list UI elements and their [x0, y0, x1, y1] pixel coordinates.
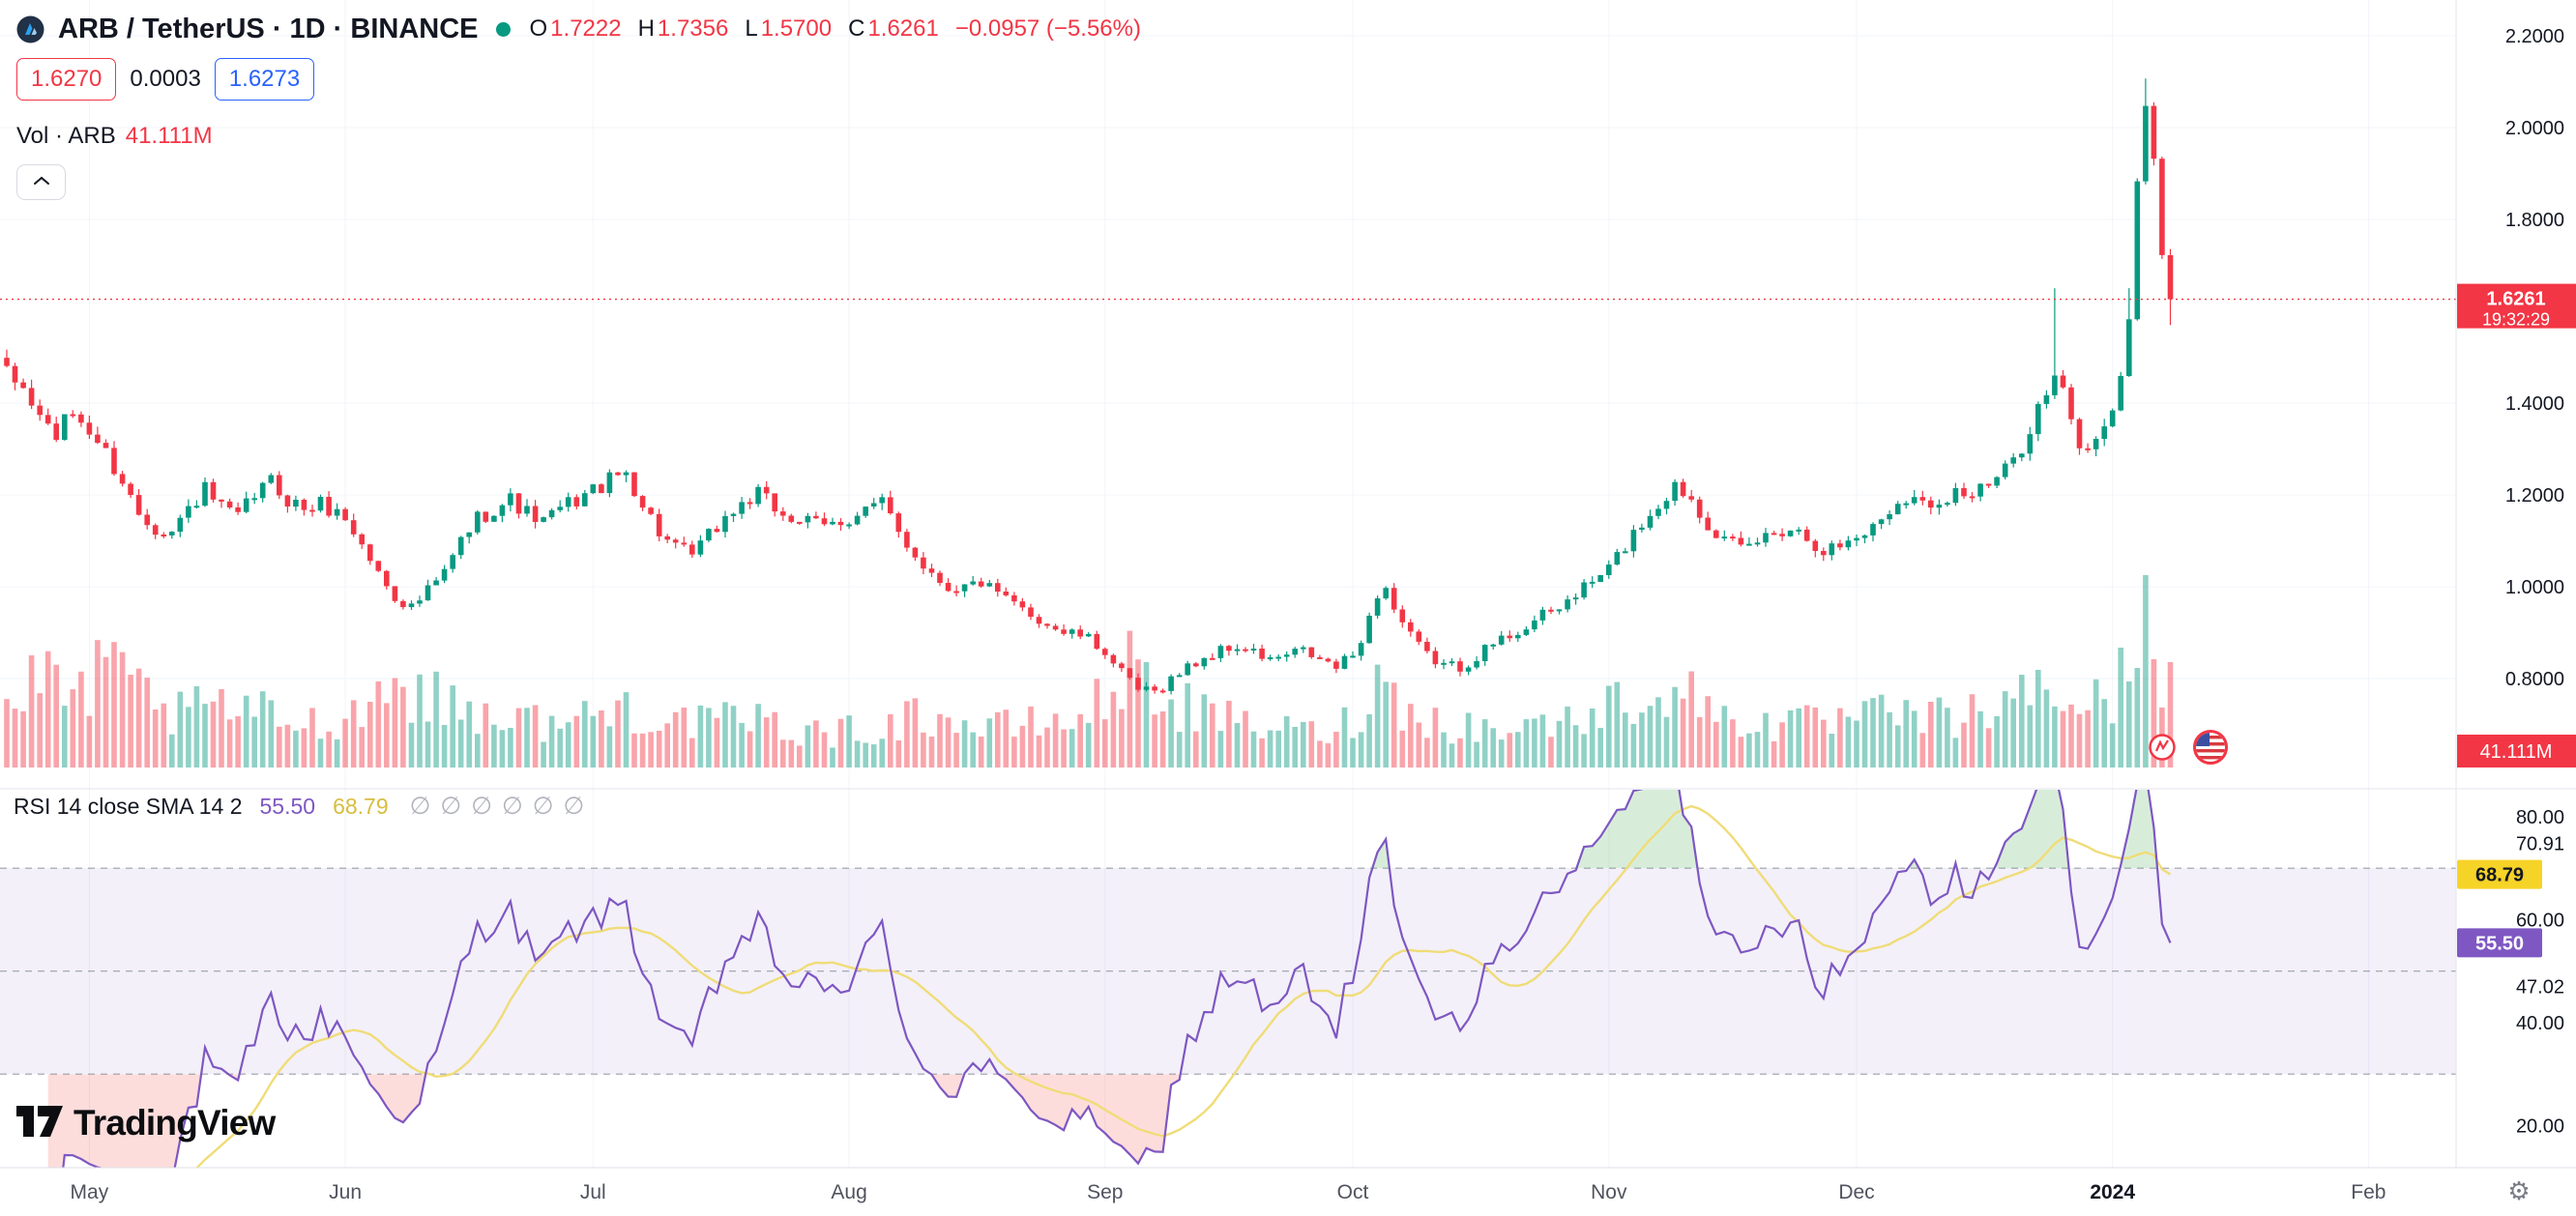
empty-value-icons: ∅ ∅ ∅ ∅ ∅ ∅	[410, 792, 585, 821]
volume-label: Vol · ARB	[16, 123, 116, 149]
svg-text:Jun: Jun	[329, 1181, 362, 1203]
svg-text:41.111M: 41.111M	[2480, 741, 2553, 763]
svg-text:Feb: Feb	[2351, 1181, 2386, 1203]
event-icons[interactable]	[2147, 723, 2253, 776]
bid-ask-row: 1.6270 0.0003 1.6273	[16, 58, 315, 101]
buy-price-button[interactable]: 1.6273	[214, 58, 315, 101]
us-flag-icon[interactable]	[2193, 730, 2228, 765]
rsi-indicator-title[interactable]: RSI 14 close SMA 14 2	[14, 793, 243, 819]
ohlc-open-label: O	[529, 15, 548, 42]
price-axis[interactable]: 2.2000 2.0000 1.8000 1.4000 1.2000 1.0000 0.80…	[2457, 26, 2576, 1138]
svg-text:Dec: Dec	[1838, 1181, 1874, 1203]
axis-settings-gear-icon[interactable]: ⚙	[2507, 1175, 2531, 1205]
empty-value-icon: ∅	[532, 793, 554, 820]
empty-value-icon: ∅	[563, 793, 585, 820]
ohlc-values: O 1.7222 H 1.7356 L 1.5700 C 1.6261 −0.0957 …	[530, 15, 1141, 43]
rsi-legend: RSI 14 close SMA 14 2 55.50 68.79 ∅ ∅ ∅ ∅ ∅ ∅	[14, 792, 584, 821]
svg-text:20.00: 20.00	[2516, 1116, 2564, 1138]
time-axis[interactable]: May Jun Jul Aug Sep Oct Nov Dec 2024 Feb	[71, 1181, 2386, 1203]
change-value: −0.0957 (−5.56%)	[954, 15, 1141, 42]
rsi-sma-current-value: 68.79	[333, 793, 389, 819]
ohlc-high-label: H	[637, 15, 655, 42]
ohlc-close-label: C	[848, 15, 865, 42]
market-status-icon	[495, 21, 511, 37]
volume-value: 41.111M	[125, 123, 213, 149]
svg-text:Sep: Sep	[1087, 1181, 1123, 1203]
svg-text:1.0000: 1.0000	[2505, 577, 2564, 598]
empty-value-icon: ∅	[501, 793, 523, 820]
svg-text:47.02: 47.02	[2516, 977, 2564, 999]
tradingview-mark-icon	[16, 1098, 63, 1147]
chevron-up-icon	[32, 175, 51, 189]
svg-text:1.6261: 1.6261	[2486, 289, 2545, 310]
empty-value-icon: ∅	[409, 793, 431, 820]
rsi-value-badge: 55.50	[2457, 928, 2542, 958]
rsi-sma-badge: 68.79	[2457, 859, 2542, 889]
svg-text:60.00: 60.00	[2516, 910, 2564, 931]
rsi-bands	[0, 867, 2456, 1075]
rsi-current-value: 55.50	[259, 793, 316, 819]
svg-text:80.00: 80.00	[2516, 807, 2564, 828]
ohlc-open-value: 1.7222	[550, 15, 622, 42]
svg-text:40.00: 40.00	[2516, 1013, 2564, 1034]
svg-text:May: May	[71, 1181, 109, 1203]
symbol-title[interactable]: ARB / TetherUS · 1D · BINANCE	[58, 13, 479, 44]
svg-text:19:32:29: 19:32:29	[2482, 310, 2550, 330]
tradingview-logo-text: TradingView	[73, 1102, 276, 1143]
ohlc-close-value: 1.6261	[867, 15, 939, 42]
empty-value-icon: ∅	[471, 793, 492, 820]
volume-series	[4, 575, 2174, 767]
volume-row: Vol · ARB 41.111M	[16, 123, 213, 150]
tradingview-logo[interactable]: TradingView	[16, 1098, 276, 1147]
rsi-sma-line	[194, 804, 2172, 1168]
svg-text:0.8000: 0.8000	[2505, 669, 2564, 690]
ohlc-high-value: 1.7356	[657, 15, 729, 42]
svg-text:Nov: Nov	[1591, 1181, 1627, 1203]
svg-text:1.8000: 1.8000	[2505, 210, 2564, 231]
svg-text:70.91: 70.91	[2516, 833, 2564, 854]
svg-text:1.4000: 1.4000	[2505, 393, 2564, 415]
svg-text:2.0000: 2.0000	[2505, 118, 2564, 139]
rsi-indicator	[47, 790, 2172, 1168]
volume-badge: 41.111M	[2457, 735, 2576, 767]
symbol-logo-icon	[16, 15, 44, 43]
svg-text:1.2000: 1.2000	[2505, 485, 2564, 507]
svg-text:Oct: Oct	[1337, 1181, 1369, 1203]
ohlc-low-value: 1.5700	[760, 15, 833, 42]
svg-text:68.79: 68.79	[2475, 865, 2524, 886]
svg-text:Jul: Jul	[580, 1181, 606, 1203]
pane-separators	[0, 0, 2576, 1169]
svg-text:Aug: Aug	[831, 1181, 866, 1203]
candlestick-series	[4, 78, 2174, 695]
economic-event-icon[interactable]	[2149, 734, 2176, 761]
svg-text:55.50: 55.50	[2475, 933, 2524, 954]
ohlc-low-label: L	[745, 15, 758, 42]
rsi-line	[62, 790, 2172, 1168]
collapse-legend-button[interactable]	[16, 164, 66, 200]
spread-value: 0.0003	[130, 66, 201, 92]
svg-text:2.2000: 2.2000	[2505, 26, 2564, 47]
sell-price-button[interactable]: 1.6270	[16, 58, 117, 101]
svg-text:2024: 2024	[2090, 1181, 2135, 1203]
empty-value-icon: ∅	[440, 793, 462, 820]
